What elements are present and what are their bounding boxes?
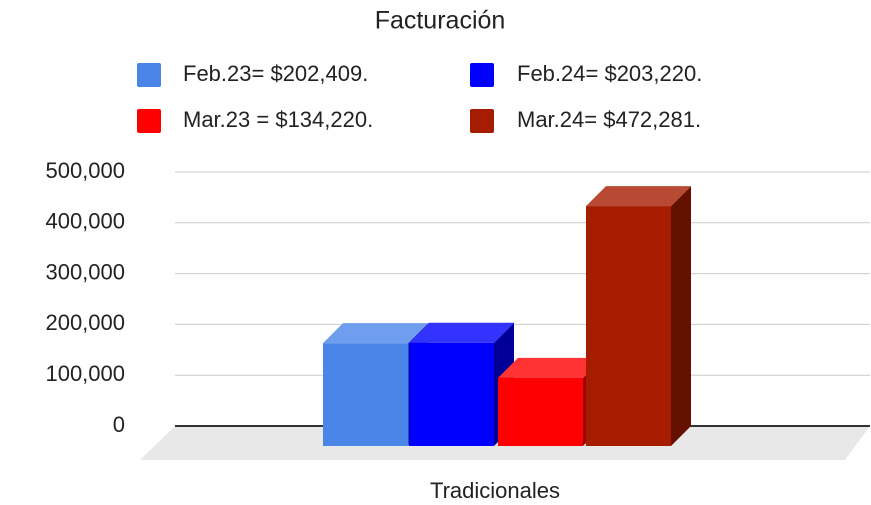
bar-top [586, 186, 691, 207]
bar [586, 186, 691, 447]
x-tick-label: Tradicionales [430, 478, 560, 503]
legend-label: Feb.24= $203,220. [517, 61, 702, 86]
legend-swatch [470, 63, 494, 87]
bar-top [323, 323, 428, 344]
bar-top [498, 357, 603, 378]
chart-title: Facturación [375, 7, 506, 35]
bar-top [409, 322, 514, 343]
bar-front [323, 343, 408, 446]
legend-label: Mar.24= $472,281. [517, 107, 701, 132]
bar-front [409, 342, 494, 446]
y-tick-label: 100,000 [45, 361, 125, 386]
bar-side [671, 186, 691, 447]
bar [323, 323, 428, 446]
y-tick-label: 400,000 [45, 209, 125, 234]
bar-front [586, 206, 671, 446]
legend-swatch [470, 109, 494, 133]
y-tick-label: 300,000 [45, 259, 125, 284]
legend-label: Feb.23= $202,409. [183, 61, 368, 86]
legend-swatch [137, 109, 161, 133]
y-tick-label: 200,000 [45, 310, 125, 335]
y-tick-label: 500,000 [45, 158, 125, 183]
y-tick-label: 0 [113, 412, 125, 437]
bar-front [498, 377, 583, 446]
legend-swatch [137, 63, 161, 87]
legend-label: Mar.23 = $134,220. [183, 107, 373, 132]
